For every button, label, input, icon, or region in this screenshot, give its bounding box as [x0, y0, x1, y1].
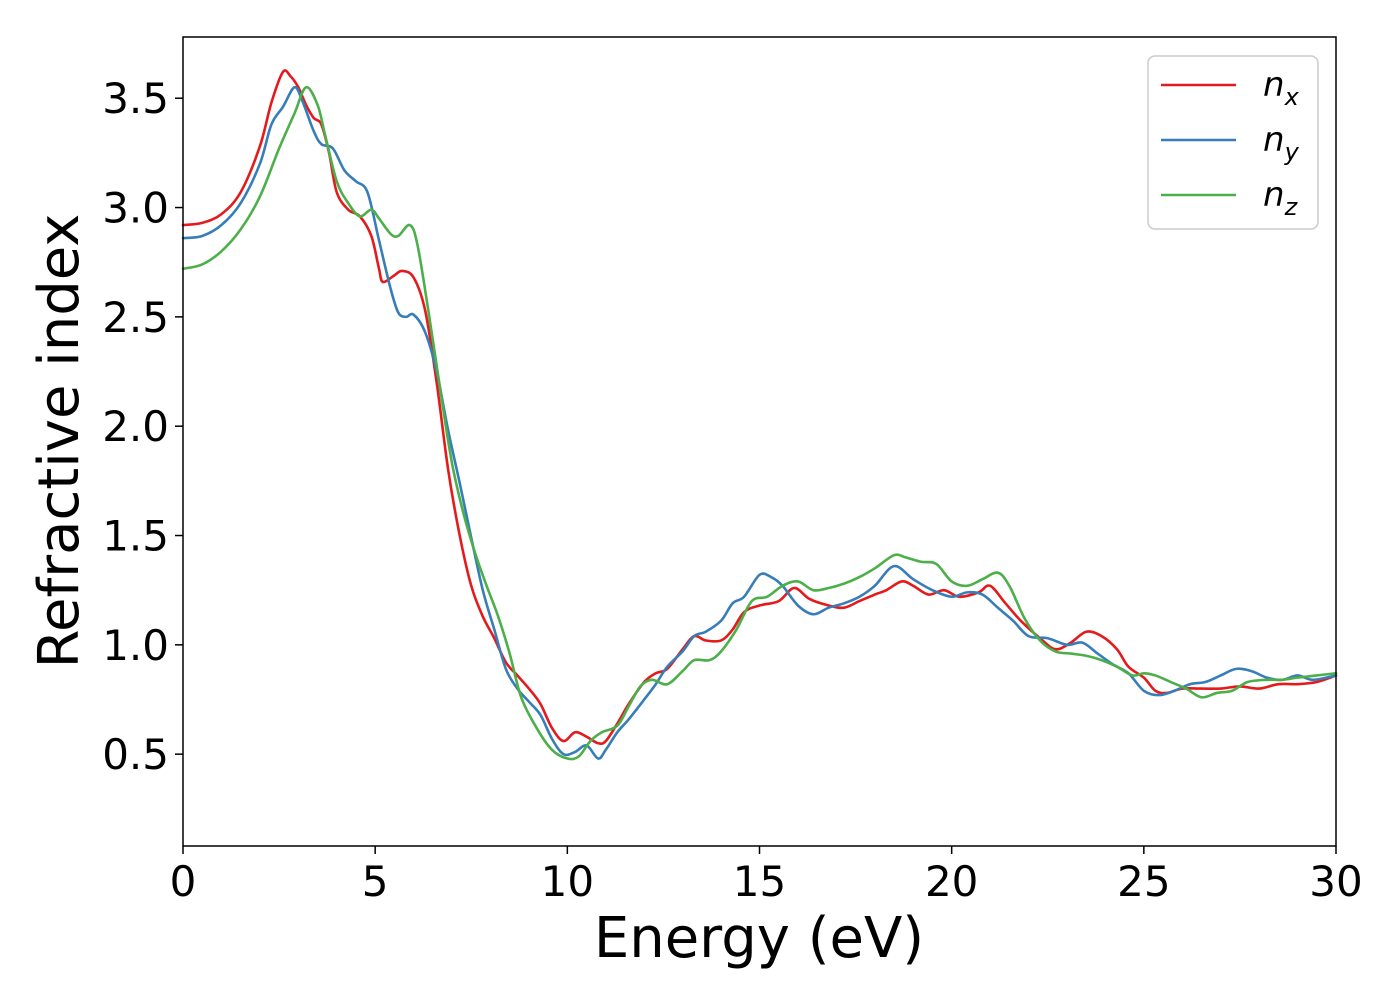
series-line-n-z	[181, 85, 1338, 761]
x-tick-label: 25	[1117, 857, 1170, 906]
legend: nx ny nz	[1147, 55, 1319, 230]
x-tick-label: 10	[541, 857, 594, 906]
plot-background	[183, 37, 1336, 846]
y-tick-label: 2.0	[102, 402, 169, 451]
y-axis-ticks: 0.5 1.0 1.5 2.0 2.5 3.0 3.5	[102, 74, 183, 779]
y-axis-label: Refractive index	[27, 214, 92, 669]
x-tick-label: 20	[925, 857, 978, 906]
x-tick-label: 30	[1309, 857, 1362, 906]
legend-label-n-y: ny	[1263, 120, 1300, 166]
legend-items: nx ny nz	[1161, 65, 1300, 221]
x-axis-label: Energy (eV)	[594, 906, 924, 971]
legend-label-n-z: nz	[1263, 175, 1299, 221]
y-tick-label: 2.5	[102, 293, 169, 342]
y-tick-label: 3.0	[102, 184, 169, 233]
x-tick-label: 0	[170, 857, 197, 906]
y-tick-label: 0.5	[102, 730, 169, 779]
series-layer	[181, 69, 1338, 761]
legend-label-n-x: nx	[1263, 65, 1300, 111]
y-tick-label: 1.0	[102, 621, 169, 670]
y-tick-label: 3.5	[102, 74, 169, 123]
y-tick-label: 1.5	[102, 512, 169, 561]
x-axis-ticks: 0 5 10 15 20 25 30	[170, 846, 1363, 906]
x-tick-label: 15	[733, 857, 786, 906]
x-tick-label: 5	[362, 857, 389, 906]
legend-box	[1147, 55, 1319, 230]
